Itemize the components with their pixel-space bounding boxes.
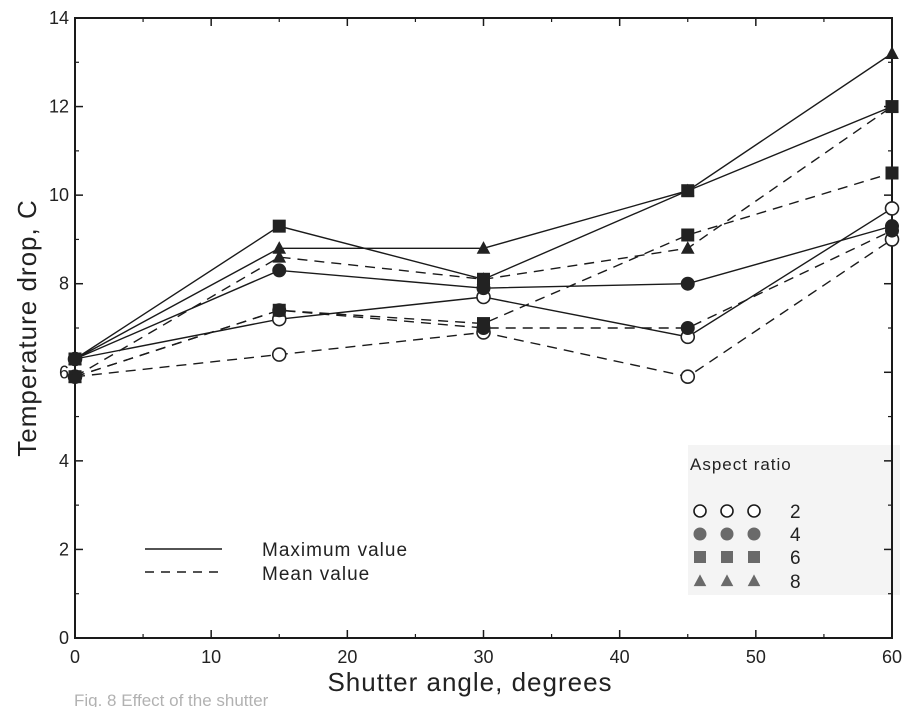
figure-caption: Fig. 8 Effect of the shutter [74,691,269,707]
data-point-ar8-solid [272,241,287,254]
x-tick-label: 50 [746,647,766,667]
legend-mean-label: Mean value [262,564,370,585]
legend-marker-4 [747,527,761,541]
y-tick-label: 0 [59,628,69,648]
y-tick-label: 4 [59,451,69,471]
legend-marker-8 [693,574,707,587]
data-point-ar8-dashed [476,272,491,285]
data-point-ar8-solid [476,241,491,254]
x-axis-title: Shutter angle, degrees [327,667,612,697]
y-tick-label: 2 [59,539,69,559]
legend-marker-6 [694,551,706,563]
data-point-ar4-dashed [885,223,899,238]
data-point-ar8-solid [680,183,695,197]
legend-marker-rows [693,504,761,587]
x-tick-label: 20 [337,647,357,667]
y-tick-label: 12 [49,97,69,117]
data-point-ar4-dashed [680,321,695,335]
y-tick-label: 6 [59,362,69,382]
x-tick-label: 10 [201,647,221,667]
data-point-ar2-solid [884,201,900,216]
data-point-ar6-dashed [477,317,490,331]
y-tick-label: 14 [49,8,69,28]
data-point-ar8-solid [885,46,899,59]
data-markers [67,46,900,385]
y-tick-labels: 0 2 4 6 8 10 12 14 [49,8,69,648]
legend-title: Aspect ratio [690,455,792,474]
legend-label-2: 2 [790,502,802,523]
legend-marker-2 [747,504,761,518]
legend-marker-2 [720,504,734,518]
x-tick-label: 30 [473,647,493,667]
y-tick-label: 8 [59,274,69,294]
data-point-ar8-dashed [885,99,899,113]
x-tick-label: 0 [70,647,80,667]
x-tick-label: 40 [610,647,630,667]
data-point-ar8-dashed [68,369,82,383]
legend-maximum-label: Maximum value [262,540,408,561]
aspect-ratio-legend: Aspect ratio 2 4 6 8 [690,455,802,593]
line-style-legend: Maximum value Mean value [145,540,408,585]
legend-marker-6 [748,551,760,563]
legend-panel [688,445,900,595]
data-point-ar8-dashed [680,241,695,254]
data-point-ar4-solid [680,276,695,291]
axis-ticks [74,17,893,639]
data-point-ar6-dashed [681,228,695,242]
y-axis-title: Temperature drop, C [12,199,42,456]
legend-label-8: 8 [790,572,802,593]
legend-marker-4 [720,527,734,541]
x-tick-labels: 0 10 20 30 40 50 60 [70,647,902,667]
legend-marker-8 [720,574,734,587]
legend-label-6: 6 [790,548,802,569]
data-point-ar2-dashed [271,347,287,362]
data-point-ar8-solid [68,351,82,365]
y-tick-label: 10 [49,185,69,205]
series-line-ar8-solid [74,52,893,360]
legend-marker-8 [747,574,761,587]
legend-label-4: 4 [790,525,802,546]
legend-marker-6 [721,551,733,563]
x-tick-label: 60 [882,647,902,667]
data-point-ar6-solid [272,219,286,233]
data-point-ar4-solid [272,263,287,278]
series-line-ar6-dashed [74,172,893,378]
data-point-ar2-dashed [680,369,696,385]
data-point-ar6-dashed [885,166,899,180]
legend-marker-4 [693,527,707,541]
data-point-ar6-dashed [272,303,286,317]
legend-marker-2 [693,504,707,518]
data-point-ar8-dashed [272,249,287,263]
